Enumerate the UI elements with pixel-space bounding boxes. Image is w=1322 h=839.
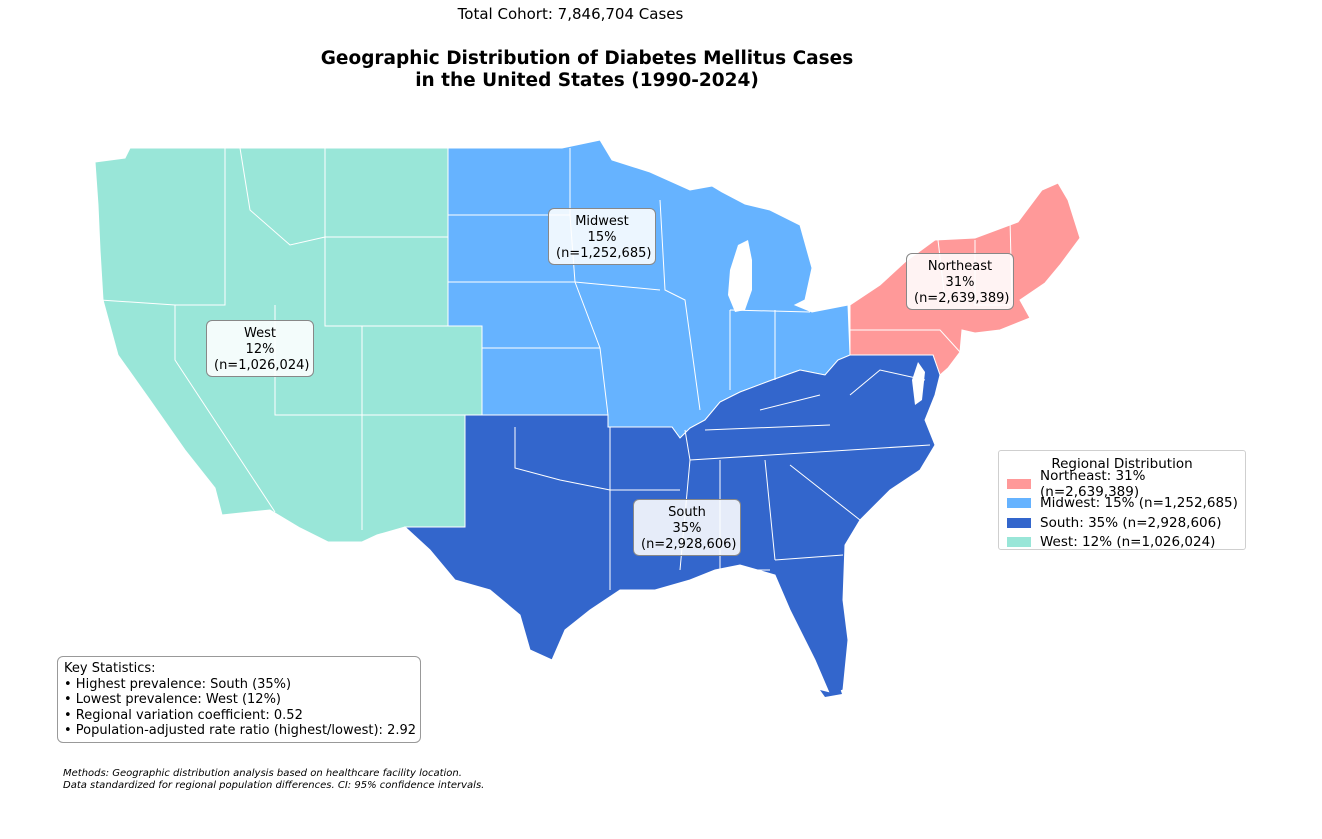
legend-swatch-west bbox=[1007, 537, 1031, 548]
stat-line: • Population-adjusted rate ratio (highes… bbox=[64, 723, 417, 739]
label-west: West 12% (n=1,026,024) bbox=[206, 320, 314, 377]
label-west-n: (n=1,026,024) bbox=[214, 358, 310, 373]
label-west-name: West bbox=[244, 326, 276, 341]
key-statistics-box: Key Statistics: • Highest prevalence: So… bbox=[57, 656, 421, 743]
stat-line: • Highest prevalence: South (35%) bbox=[64, 676, 292, 692]
methods-line-2: Data standardized for regional populatio… bbox=[63, 780, 485, 791]
map-title: Geographic Distribution of Diabetes Mell… bbox=[0, 48, 1174, 92]
label-midwest-n: (n=1,252,685) bbox=[556, 246, 652, 261]
label-northeast-n: (n=2,639,389) bbox=[914, 291, 1010, 306]
legend-label-northeast: Northeast: 31% (n=2,639,389) bbox=[1040, 467, 1146, 500]
legend-item-midwest: Midwest: 15% (n=1,252,685) bbox=[999, 494, 1245, 514]
label-northeast: Northeast 31% (n=2,639,389) bbox=[906, 253, 1014, 310]
lake-michigan bbox=[728, 240, 752, 312]
label-south-pct: 35% bbox=[672, 521, 702, 536]
label-midwest-name: Midwest bbox=[575, 214, 629, 229]
label-northeast-name: Northeast bbox=[927, 259, 993, 274]
methods-line-1: Methods: Geographic distribution analysi… bbox=[63, 768, 462, 779]
legend-label-south: South: 35% (n=2,928,606) bbox=[1040, 514, 1222, 531]
legend-item-west: West: 12% (n=1,026,024) bbox=[999, 533, 1245, 553]
methods-note: Methods: Geographic distribution analysi… bbox=[63, 768, 484, 792]
map-title-line-1: Geographic Distribution of Diabetes Mell… bbox=[320, 48, 854, 69]
legend-swatch-northeast bbox=[1007, 478, 1031, 489]
label-midwest: Midwest 15% (n=1,252,685) bbox=[548, 208, 656, 265]
label-south-n: (n=2,928,606) bbox=[641, 537, 737, 552]
legend-item-south: South: 35% (n=2,928,606) bbox=[999, 513, 1245, 533]
legend-item-northeast: Northeast: 31% (n=2,639,389) bbox=[999, 468, 1245, 500]
legend-label-midwest: Midwest: 15% (n=1,252,685) bbox=[1040, 495, 1238, 512]
label-midwest-pct: 15% bbox=[587, 230, 617, 245]
stat-line: • Regional variation coefficient: 0.52 bbox=[64, 707, 303, 723]
legend-title: Regional Distribution bbox=[1051, 456, 1193, 472]
label-northeast-pct: 31% bbox=[945, 275, 975, 290]
map-title-line-2: in the United States (1990-2024) bbox=[415, 70, 759, 91]
legend-label-west: West: 12% (n=1,026,024) bbox=[1040, 534, 1216, 551]
label-south: South 35% (n=2,928,606) bbox=[633, 499, 741, 556]
key-statistics-heading: Key Statistics: bbox=[64, 661, 156, 676]
label-west-pct: 12% bbox=[245, 342, 275, 357]
florida-keys bbox=[820, 688, 842, 697]
legend-swatch-south bbox=[1007, 517, 1031, 528]
label-south-name: South bbox=[668, 505, 706, 520]
stat-line: • Lowest prevalence: West (12%) bbox=[64, 692, 282, 708]
legend-swatch-midwest bbox=[1007, 498, 1031, 509]
chesapeake-bay bbox=[912, 362, 925, 405]
cohort-total: Total Cohort: 7,846,704 Cases bbox=[457, 5, 684, 23]
legend: Regional Distribution Northeast: 31% (n=… bbox=[998, 450, 1246, 550]
